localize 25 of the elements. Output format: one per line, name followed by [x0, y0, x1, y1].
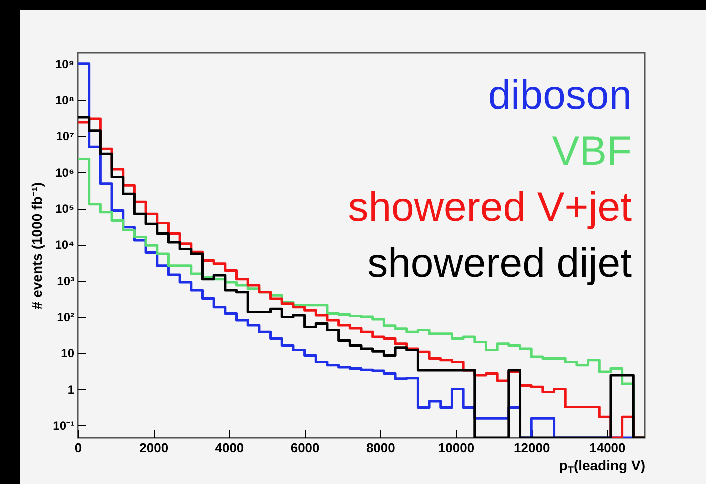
x-tick-label: 2000: [140, 440, 169, 456]
y-tick-label: 10⁻¹: [53, 418, 75, 433]
text: VBF: [552, 128, 632, 174]
x-tick-label: 4000: [215, 440, 244, 456]
text: diboson: [488, 72, 632, 118]
x-tick-label: 8000: [366, 440, 396, 456]
x-tick-label: 14000: [590, 440, 626, 456]
y-tick-label: 1: [68, 382, 75, 397]
y-tick-label: 10⁵: [56, 202, 74, 216]
text: showered V+jet: [348, 184, 633, 230]
x-tick-label: 12000: [514, 440, 550, 456]
x-tick-label: 10000: [438, 440, 475, 456]
x-tick-label: 0: [74, 440, 82, 456]
y-tick-label: 10: [61, 346, 75, 361]
x-axis-title: p$_{T}$(leading V): [559, 458, 646, 476]
y-tick-label: 10⁹: [55, 57, 74, 72]
y-tick-label: 10⁶: [56, 166, 74, 180]
y-tick-label: 10³: [57, 274, 75, 288]
y-tick-label: 10⁸: [55, 94, 74, 108]
y-tick-label: 10⁷: [56, 130, 75, 144]
series-label: showered dijet: [368, 240, 633, 286]
y-tick-label: 10²: [57, 310, 75, 324]
y-tick-label: 10⁴: [55, 238, 75, 252]
y-axis-title: # events (1000 fb⁻¹): [29, 182, 46, 310]
x-tick-label: 6000: [290, 440, 320, 456]
